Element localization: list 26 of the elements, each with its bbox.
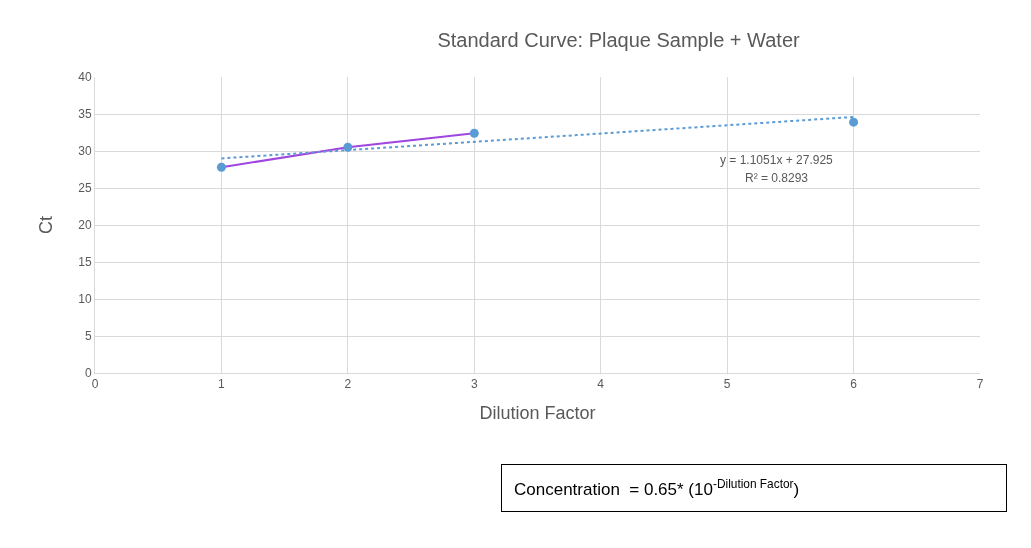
x-tick-label: 1 (218, 377, 226, 392)
chart-title: Standard Curve: Plaque Sample + Water (437, 28, 801, 51)
point (343, 142, 353, 152)
y-tick-label: 35 (78, 107, 92, 122)
point (216, 162, 226, 172)
y-tick-label: 20 (78, 218, 92, 233)
annotation: R² = 0.8293 (745, 171, 809, 185)
x-axis-title: Dilution Factor (479, 402, 596, 423)
y-tick-label: 5 (84, 329, 92, 344)
point (469, 128, 479, 138)
y-tick-label: 40 (78, 70, 92, 85)
x-tick-label: 7 (976, 377, 984, 392)
y-axis-title: Ct (36, 216, 57, 234)
y-tick-label: 10 (78, 292, 92, 307)
y-tick-label: 30 (78, 144, 92, 159)
x-tick-label: 4 (597, 377, 605, 392)
annotation: y = 1.1051x + 27.925 (720, 153, 834, 167)
y-tick-label: 25 (78, 181, 92, 196)
x-tick-label: 2 (344, 377, 352, 392)
x-tick-label: 5 (723, 377, 731, 392)
x-tick-label: 3 (470, 377, 478, 392)
y-tick-label: 0 (84, 366, 92, 381)
x-tick-label: 6 (850, 377, 858, 392)
text: Concentration = 0.65* (10$^{-Dilution Factor}$) (514, 477, 800, 500)
point (849, 117, 859, 127)
y-tick-label: 15 (78, 255, 92, 270)
